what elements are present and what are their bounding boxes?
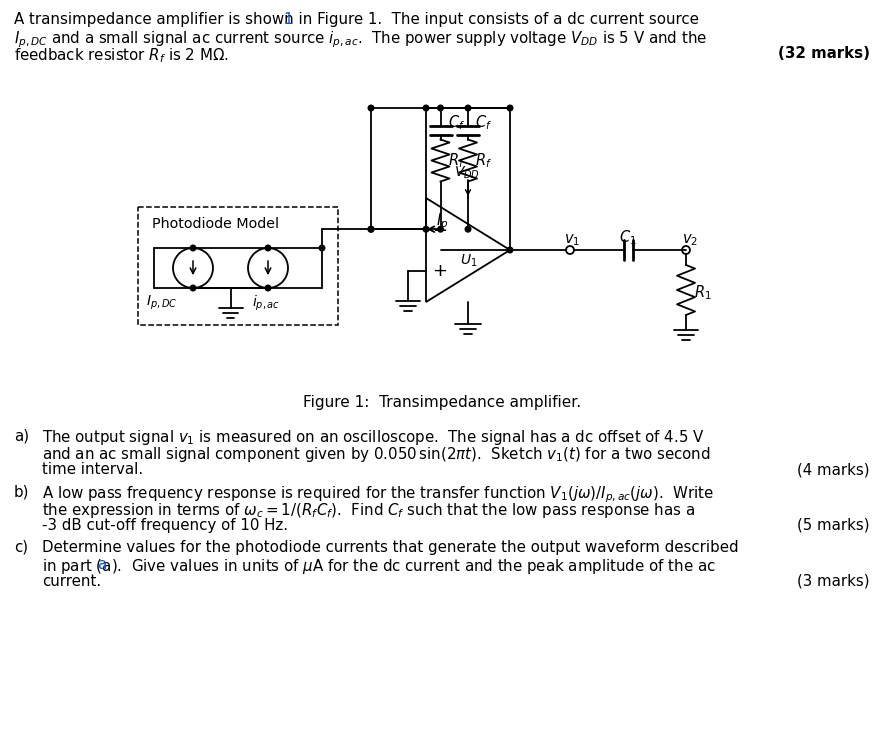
Circle shape — [190, 245, 195, 251]
Text: $v_1$: $v_1$ — [564, 232, 580, 248]
Text: $R_1$: $R_1$ — [694, 283, 712, 302]
Text: current.: current. — [42, 574, 101, 589]
Text: $I_p$: $I_p$ — [436, 211, 448, 232]
Text: (3 marks): (3 marks) — [797, 574, 870, 589]
Text: $-$: $-$ — [432, 220, 447, 238]
Text: -3 dB cut-off frequency of 10 Hz.: -3 dB cut-off frequency of 10 Hz. — [42, 518, 288, 533]
Text: The output signal $v_1$ is measured on an oscilloscope.  The signal has a dc off: The output signal $v_1$ is measured on a… — [42, 428, 705, 447]
Text: (4 marks): (4 marks) — [797, 462, 870, 477]
Circle shape — [423, 105, 429, 111]
Text: Figure 1:  Transimpedance amplifier.: Figure 1: Transimpedance amplifier. — [303, 395, 581, 410]
Text: c): c) — [14, 540, 28, 555]
Circle shape — [438, 227, 443, 232]
Text: b): b) — [14, 484, 29, 499]
Circle shape — [319, 245, 324, 251]
Text: a): a) — [14, 428, 29, 443]
Circle shape — [265, 245, 271, 251]
Text: in part (a).  Give values in units of $\mu$A for the dc current and the peak amp: in part (a). Give values in units of $\m… — [42, 557, 715, 576]
Text: time interval.: time interval. — [42, 462, 143, 477]
Circle shape — [369, 227, 374, 232]
Text: feedback resistor $R_f$ is 2 M$\Omega$.: feedback resistor $R_f$ is 2 M$\Omega$. — [14, 46, 229, 65]
Text: $C_f$: $C_f$ — [475, 113, 492, 132]
Text: A transimpedance amplifier is shown in Figure 1.  The input consists of a dc cur: A transimpedance amplifier is shown in F… — [14, 12, 699, 27]
Circle shape — [369, 105, 374, 111]
Circle shape — [507, 247, 513, 253]
Circle shape — [423, 227, 429, 232]
Text: (5 marks): (5 marks) — [797, 518, 870, 533]
Text: $+$: $+$ — [432, 262, 447, 280]
Text: $C_1$: $C_1$ — [619, 228, 636, 246]
Bar — [138, 207, 338, 325]
Text: a: a — [97, 557, 106, 572]
Circle shape — [438, 105, 443, 111]
Text: and an ac small signal component given by $0.050\,\sin(2\pi t)$.  Sketch $v_1(t): and an ac small signal component given b… — [42, 445, 711, 464]
Text: $V_{DD}$: $V_{DD}$ — [454, 165, 480, 182]
Text: the expression in terms of $\omega_c = 1/(R_f C_f)$.  Find $C_f$ such that the l: the expression in terms of $\omega_c = 1… — [42, 501, 695, 520]
Text: $I_{p,DC}$ and a small signal ac current source $i_{p,ac}$.  The power supply vo: $I_{p,DC}$ and a small signal ac current… — [14, 29, 707, 50]
Text: $R_f$: $R_f$ — [475, 152, 492, 170]
Text: $v_2$: $v_2$ — [682, 232, 698, 248]
Text: $U_1$: $U_1$ — [460, 253, 477, 270]
Text: 1: 1 — [283, 12, 293, 27]
Text: $I_{p,DC}$: $I_{p,DC}$ — [146, 294, 178, 312]
Text: $C_f$: $C_f$ — [447, 113, 465, 132]
Text: Photodiode Model: Photodiode Model — [152, 217, 279, 231]
Circle shape — [265, 285, 271, 291]
Circle shape — [507, 105, 513, 111]
Circle shape — [369, 227, 374, 232]
Text: Determine values for the photodiode currents that generate the output waveform d: Determine values for the photodiode curr… — [42, 540, 739, 555]
Text: $i_{p,ac}$: $i_{p,ac}$ — [252, 294, 280, 313]
Circle shape — [190, 285, 195, 291]
Circle shape — [465, 227, 471, 232]
Text: (32 marks): (32 marks) — [778, 46, 870, 61]
Text: A low pass frequency response is required for the transfer function $V_1(j\omega: A low pass frequency response is require… — [42, 484, 714, 504]
Text: $R_f$: $R_f$ — [447, 152, 465, 170]
Circle shape — [465, 105, 471, 111]
